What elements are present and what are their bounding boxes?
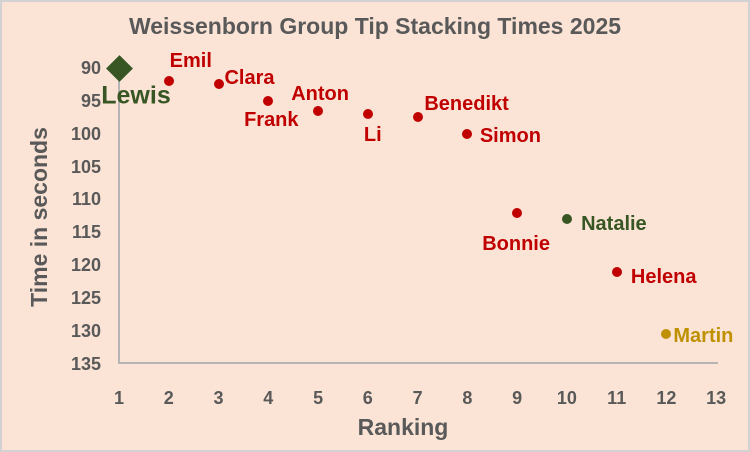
data-point-simon [462,128,473,139]
y-tick-label-105: 105 [70,156,101,177]
data-label-clara: Clara [224,67,275,90]
data-label-anton: Anton [291,82,349,105]
data-point-lewis [105,54,133,82]
data-point-natalie [561,214,572,224]
x-tick-label-5: 5 [313,388,324,408]
data-label-emil: Emil [169,50,212,73]
data-label-bonnie: Bonnie [482,232,550,255]
chart-title: Weissenborn Group Tip Stacking Times 202… [128,13,622,39]
x-tick-label-9: 9 [512,388,523,408]
data-point-bonnie [512,207,523,218]
x-tick-label-1: 1 [113,388,124,408]
data-label-helena: Helena [630,265,697,288]
data-point-anton [313,105,324,116]
x-axis-line [118,362,718,364]
y-tick-label-135: 135 [70,353,101,374]
data-point-emil [163,76,174,87]
data-label-benedikt: Benedikt [424,93,509,116]
data-label-frank: Frank [244,108,299,131]
y-tick-label-90: 90 [80,58,101,78]
data-label-simon: Simon [479,124,541,147]
x-tick-label-10: 10 [556,388,577,408]
y-tick-label-130: 130 [70,320,101,341]
data-point-frank [263,95,274,106]
x-tick-label-13: 13 [706,388,727,408]
data-point-helena [611,266,622,277]
data-label-li: Li [363,124,382,146]
y-tick-label-110: 110 [71,189,101,210]
y-tick-label-125: 125 [70,287,101,308]
y-tick-label-95: 95 [80,90,101,111]
x-tick-label-4: 4 [263,388,274,408]
x-tick-label-6: 6 [362,388,373,408]
x-tick-label-12: 12 [656,388,677,408]
y-tick-label-115: 115 [71,222,101,243]
x-axis-title: Ranking [357,414,449,440]
data-point-benedikt [412,112,423,123]
data-label-lewis: Lewis [101,81,171,110]
x-tick-label-2: 2 [163,388,174,408]
x-tick-label-7: 7 [412,388,423,408]
data-point-li [362,109,373,119]
y-tick-label-120: 120 [70,255,101,275]
x-tick-label-8: 8 [462,388,473,408]
data-point-clara [213,79,224,90]
x-tick-label-3: 3 [213,388,224,408]
data-point-martin [661,328,672,339]
y-axis-line [118,66,120,364]
y-tick-label-100: 100 [70,123,101,144]
data-label-natalie: Natalie [581,213,647,235]
data-label-martin: Martin [673,324,734,347]
y-axis-title: Time in seconds [26,127,52,307]
x-tick-label-11: 11 [607,388,627,408]
